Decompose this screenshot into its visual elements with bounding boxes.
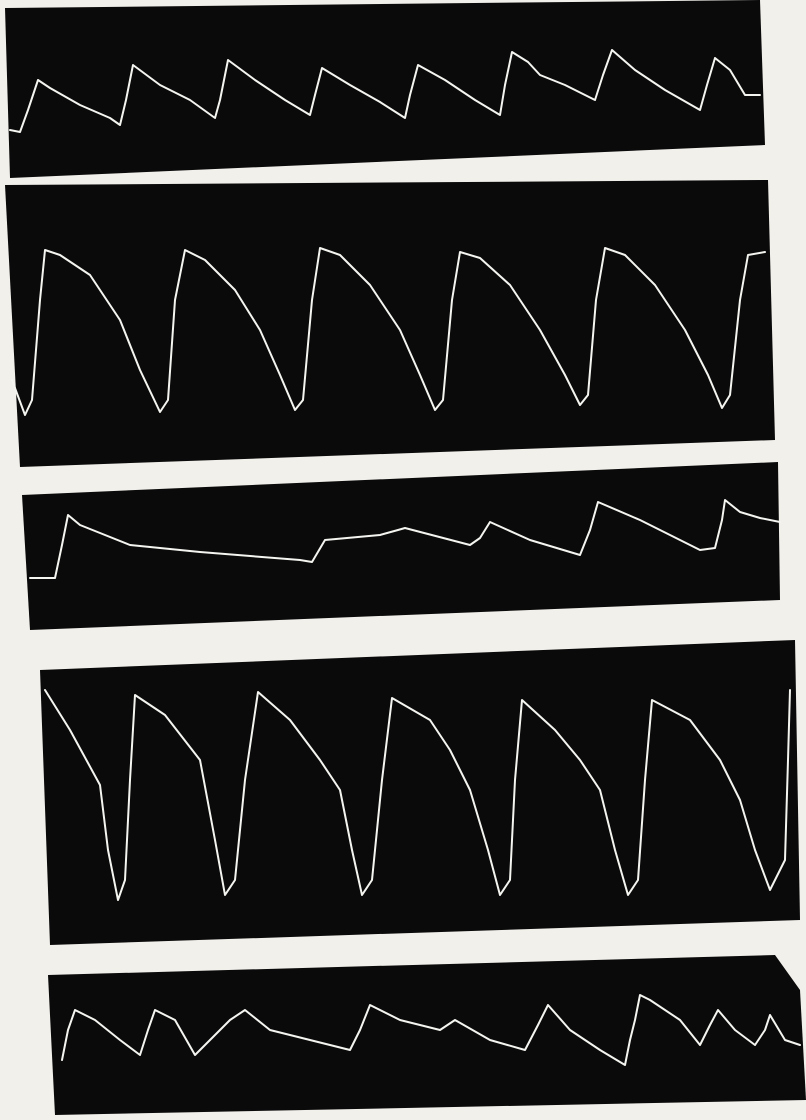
waveform <box>29 499 781 579</box>
waveform <box>44 689 791 901</box>
waveform <box>61 994 801 1066</box>
tracing-4 <box>40 640 800 945</box>
panel <box>5 180 775 467</box>
panel <box>40 640 800 945</box>
panel <box>22 462 780 630</box>
panel <box>48 955 806 1115</box>
tracing-1 <box>5 0 765 178</box>
tracing-3 <box>22 462 781 630</box>
tracing-2 <box>5 180 775 467</box>
waveform <box>9 49 761 133</box>
panel <box>5 0 765 178</box>
tracing-5 <box>48 955 806 1115</box>
waveform <box>11 247 766 416</box>
